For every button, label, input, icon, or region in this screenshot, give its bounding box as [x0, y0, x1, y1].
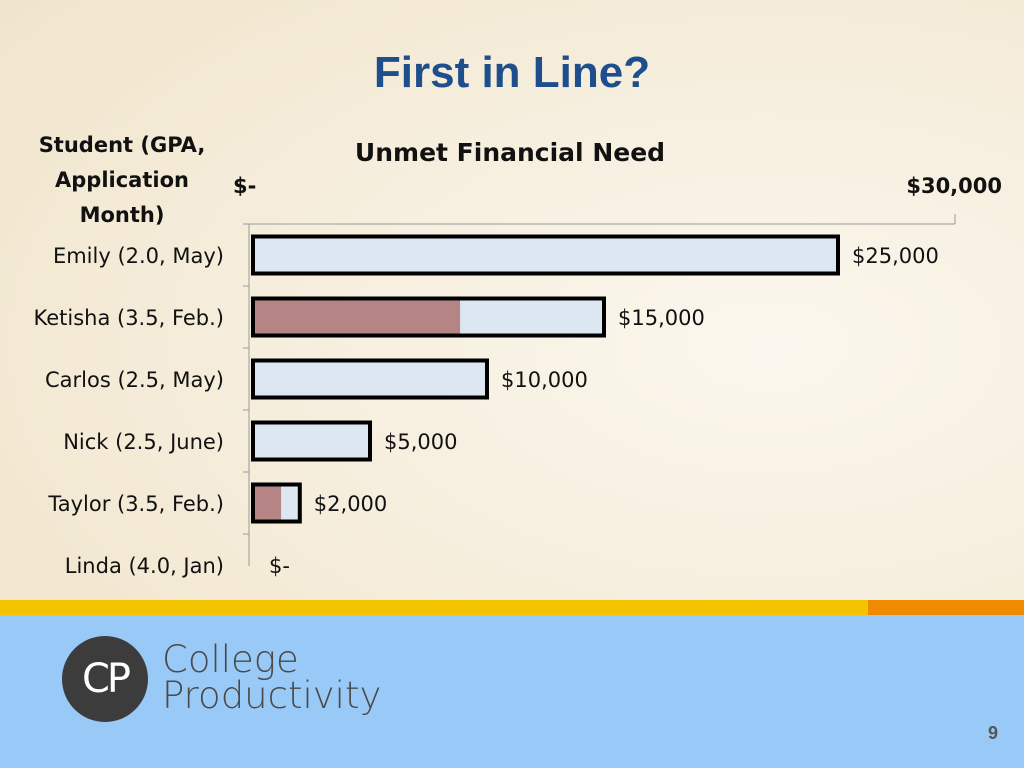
footer-band: [0, 615, 1024, 768]
data-label: $15,000: [618, 306, 705, 330]
footer-stripe: [0, 600, 1024, 615]
data-label: $10,000: [501, 368, 588, 392]
bar: [253, 236, 838, 274]
bar-outline: [251, 420, 372, 462]
logo-initials: CP: [81, 656, 131, 702]
axis-max-label: $30,000: [906, 174, 1002, 198]
logo-wordmark: College Productivity: [162, 638, 382, 717]
chart-title: Unmet Financial Need: [354, 138, 666, 167]
category-label: Ketisha (3.5, Feb.): [34, 306, 225, 330]
data-label: $5,000: [384, 430, 457, 454]
category-axis-header: Student (GPA, Application Month): [38, 133, 206, 227]
bar-outline: [251, 358, 489, 400]
bar-highlight: [253, 298, 461, 336]
bar-outline: [251, 482, 302, 524]
category-label: Linda (4.0, Jan): [65, 554, 224, 578]
bar: [253, 360, 487, 398]
category-label: Taylor (3.5, Feb.): [47, 492, 224, 516]
page-number: 9: [987, 723, 998, 743]
bar: [253, 422, 370, 460]
bar-outline: [251, 234, 840, 276]
data-label: $2,000: [314, 492, 387, 516]
data-label: $25,000: [852, 244, 939, 268]
bar-chart: Emily (2.0, May) $25,000 Ketisha (3.5, Feb…: [34, 214, 956, 578]
axis-min-label: $-: [233, 174, 257, 198]
logo-badge: CP: [62, 636, 148, 722]
data-label: $-: [269, 554, 290, 578]
category-label: Nick (2.5, June): [63, 430, 224, 454]
category-label: Carlos (2.5, May): [45, 368, 224, 392]
bar-outline: [251, 296, 606, 338]
slide-title: First in Line?: [373, 48, 651, 97]
footer-stripe-accent: [868, 600, 1024, 615]
bar-highlight: [253, 484, 282, 522]
category-label: Emily (2.0, May): [53, 244, 224, 268]
